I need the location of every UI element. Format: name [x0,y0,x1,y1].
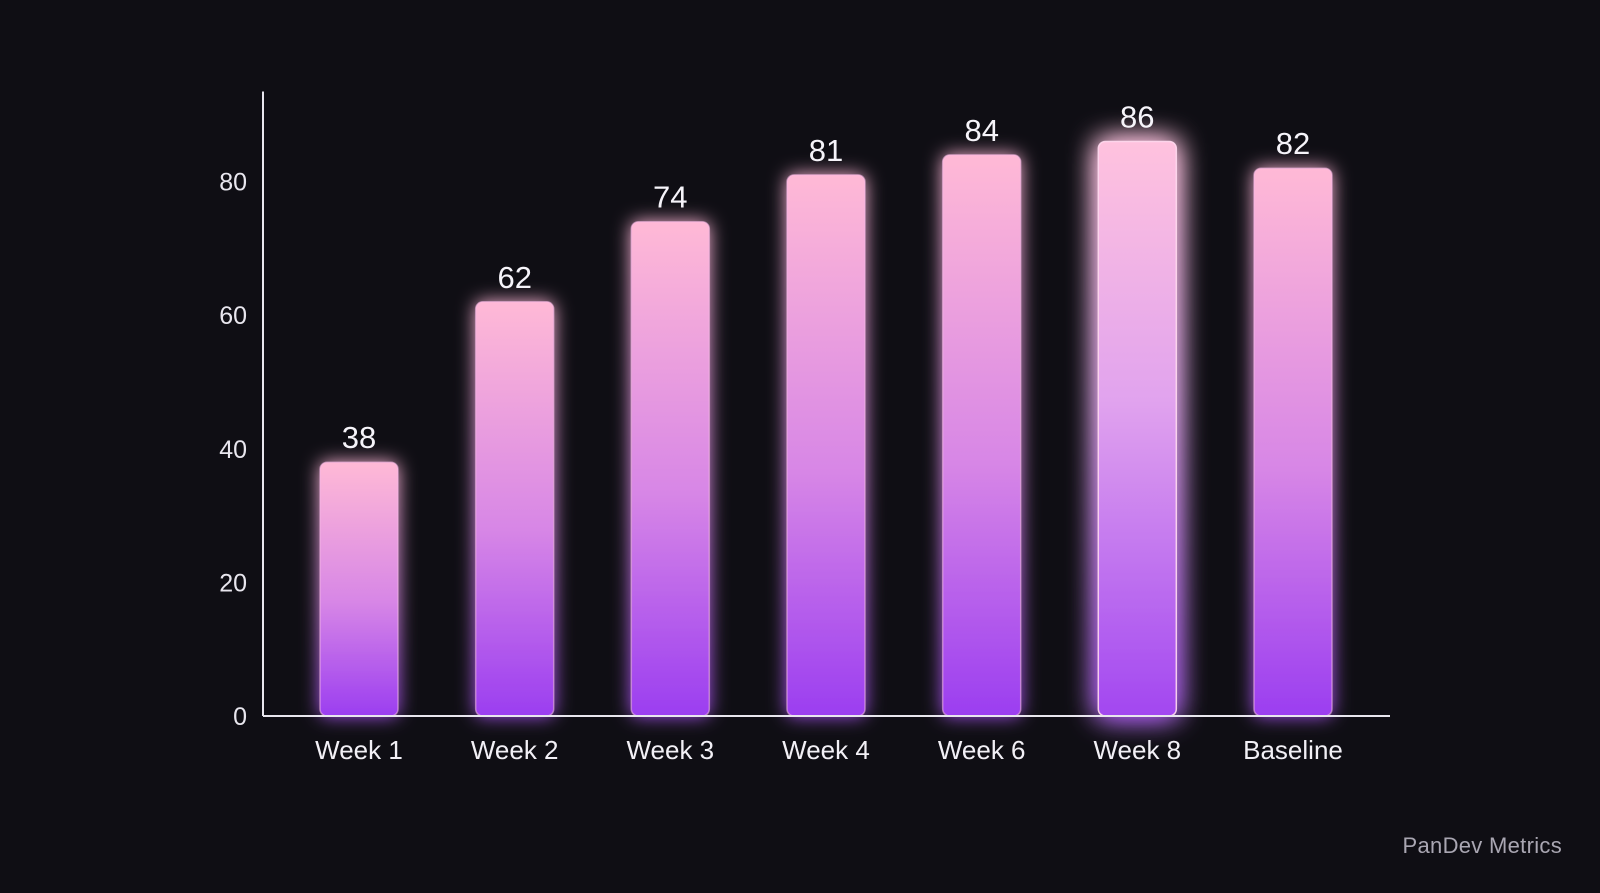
bar-value-label: 38 [342,420,376,455]
data-labels: 38 62 74 81 84 86 82 [342,100,1310,456]
x-category-label: Week 6 [938,735,1026,765]
y-tick-label: 40 [219,436,247,464]
y-tick-label: 80 [219,169,247,197]
y-tick-label: 20 [219,569,247,597]
bar-value-label: 82 [1276,126,1310,161]
x-category-label: Week 4 [782,735,870,765]
bar-week-2 [474,301,555,717]
y-tick-label: 60 [219,302,247,330]
bars [319,140,1333,717]
bar-week-1 [319,461,399,717]
watermark-text: PanDev Metrics [1402,833,1562,858]
y-tick-label: 0 [233,703,247,731]
bar-value-label: 62 [497,260,531,295]
x-category-label: Week 8 [1093,735,1181,765]
bar-week-6 [941,154,1022,717]
x-category-label: Baseline [1243,735,1343,765]
bar-baseline [1253,167,1333,717]
bar-value-label: 81 [809,133,843,168]
bar-value-label: 74 [653,180,687,215]
bar-value-label: 84 [964,113,998,148]
x-category-label: Week 1 [315,735,403,765]
bar-value-label: 86 [1120,100,1154,135]
bar-week-8 [1097,140,1178,717]
x-axis-labels: Week 1 Week 2 Week 3 Week 4 Week 6 Week 8 Base… [315,735,1343,765]
bar-week-3 [630,220,711,717]
x-category-label: Week 2 [471,735,559,765]
x-category-label: Week 3 [626,735,714,765]
bar-week-4 [786,174,866,717]
axes [262,91,1390,717]
y-axis-ticks: 0 20 40 60 80 [219,169,247,731]
